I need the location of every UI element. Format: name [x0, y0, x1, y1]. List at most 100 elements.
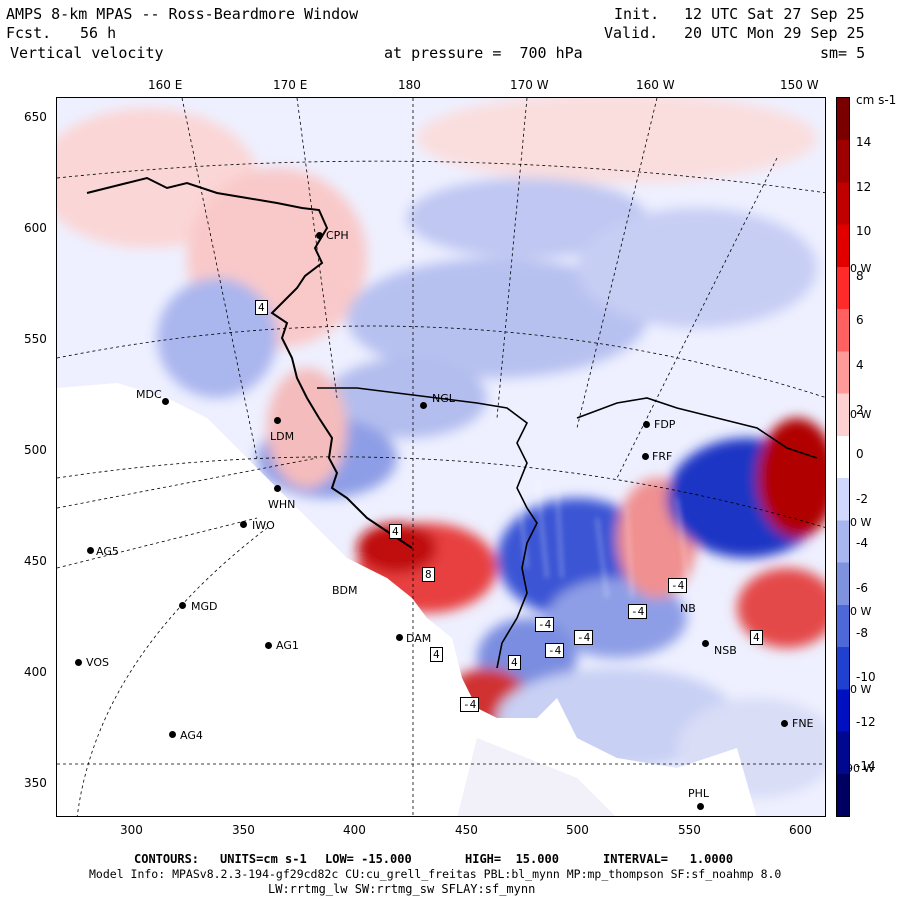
contours-high: HIGH= 15.000 — [465, 852, 559, 866]
colorbar-tick-label: -10 — [856, 670, 876, 685]
station-label: AG1 — [276, 639, 299, 652]
station-dot — [781, 720, 788, 727]
station-dot — [179, 602, 186, 609]
colorbar-tick-label: 12 — [856, 179, 872, 194]
forecast-hours: 56 h — [80, 24, 117, 42]
colorbar-tick-label: -14 — [856, 759, 876, 774]
init-time: 12 UTC Sat 27 Sep 25 — [684, 5, 865, 23]
y-tick-label: 500 — [24, 443, 47, 457]
x-tick-label: 350 — [232, 823, 255, 837]
station-label: FDP — [654, 418, 676, 431]
smoothing-value: sm= 5 — [820, 44, 866, 62]
x-tick-label: 500 — [566, 823, 589, 837]
station-dot — [643, 421, 650, 428]
station-label: CPH — [326, 229, 349, 242]
top-lon-label: 170 W — [510, 78, 549, 92]
station-label: FRF — [652, 450, 673, 463]
contour-label: -4 — [460, 697, 480, 712]
station-label: AG4 — [180, 729, 203, 742]
station-label: BDM — [332, 584, 358, 597]
station-label: LDM — [270, 430, 295, 443]
colorbar-units: cm s-1 — [856, 93, 897, 107]
contours-low: LOW= -15.000 — [325, 852, 412, 866]
y-tick-label: 550 — [24, 332, 47, 346]
station-label: NSB — [714, 644, 737, 657]
x-tick-label: 600 — [789, 823, 812, 837]
top-lon-label: 150 W — [780, 78, 819, 92]
contour-label: -4 — [535, 617, 555, 632]
y-tick-label: 450 — [24, 554, 47, 568]
station-label: AG5 — [96, 545, 119, 558]
vertical-velocity-field — [57, 98, 825, 816]
top-lon-label: 170 E — [273, 78, 308, 92]
colorbar-tick-label: -4 — [856, 536, 868, 551]
x-tick-label: 550 — [678, 823, 701, 837]
colorbar-tick-label: -12 — [856, 714, 876, 729]
station-label: DAM — [406, 632, 432, 645]
x-tick-label: 450 — [455, 823, 478, 837]
station-dot — [162, 398, 169, 405]
x-tick-label: 300 — [120, 823, 143, 837]
pressure-level: at pressure = 700 hPa — [384, 44, 583, 62]
colorbar-tick-label: 2 — [856, 402, 864, 417]
x-tick-label: 400 — [343, 823, 366, 837]
colorbar-tick-label: -8 — [856, 625, 868, 640]
station-label: FNE — [792, 717, 814, 730]
colorbar-tick-label: 0 — [856, 447, 864, 462]
colorbar-tick-label: 10 — [856, 224, 872, 239]
station-dot — [274, 485, 281, 492]
top-lon-label: 160 W — [636, 78, 675, 92]
contour-label: -4 — [628, 604, 648, 619]
y-tick-label: 650 — [24, 110, 47, 124]
y-tick-label: 350 — [24, 776, 47, 790]
station-dot — [316, 232, 323, 239]
station-dot — [274, 417, 281, 424]
model-info-physics: LW:rrtmg_lw SW:rrtmg_sw SFLAY:sf_mynn — [268, 882, 536, 896]
station-label: VOS — [86, 656, 109, 669]
shading-layer — [57, 98, 825, 798]
station-dot — [697, 803, 704, 810]
contours-interval: INTERVAL= 1.0000 — [603, 852, 734, 866]
station-label: IWO — [252, 519, 275, 532]
station-label: MDC — [136, 388, 162, 401]
station-label: NB — [680, 602, 696, 615]
station-label: WHN — [268, 498, 296, 511]
forecast-label: Fcst. — [6, 24, 52, 42]
variable-name: Vertical velocity — [10, 44, 164, 62]
colorbar-tick-label: 4 — [856, 358, 864, 372]
map-title: AMPS 8-km MPAS -- Ross-Beardmore Window — [6, 5, 359, 23]
valid-label: Valid. — [604, 24, 659, 42]
station-dot — [87, 547, 94, 554]
map-panel — [56, 97, 826, 817]
colorbar-tick-label: -2 — [856, 491, 868, 506]
contour-label: 4 — [508, 655, 521, 670]
contours-units: UNITS=cm s-1 — [220, 852, 307, 866]
init-label: Init. — [614, 5, 660, 23]
station-dot — [169, 731, 176, 738]
station-label: PHL — [688, 787, 710, 800]
station-label: NGL — [432, 392, 455, 405]
station-dot — [240, 521, 247, 528]
contours-label: CONTOURS: — [134, 852, 200, 866]
station-dot — [420, 402, 427, 409]
y-tick-label: 400 — [24, 665, 47, 679]
colorbar-tick-label: 6 — [856, 313, 864, 328]
station-dot — [75, 659, 82, 666]
top-lon-label: 160 E — [148, 78, 183, 92]
right-lon-label: 90 W — [846, 762, 875, 775]
valid-time: 20 UTC Mon 29 Sep 25 — [684, 24, 865, 42]
y-tick-label: 600 — [24, 221, 47, 235]
contour-label: 4 — [750, 630, 763, 645]
contour-label: -4 — [545, 643, 565, 658]
model-info: Model Info: MPASv8.2.3-194-gf29cd82c CU:… — [89, 867, 782, 881]
contour-label: 4 — [389, 524, 402, 539]
coastline — [86, 176, 413, 549]
station-dot — [265, 642, 272, 649]
colorbar-tick-label: 8 — [856, 268, 864, 283]
contour-label: 4 — [430, 647, 443, 662]
contour-label: 4 — [255, 300, 268, 315]
station-dot — [702, 640, 709, 647]
contour-label: -4 — [668, 578, 688, 593]
colorbar-tick-label: 14 — [856, 135, 872, 149]
station-dot — [642, 453, 649, 460]
